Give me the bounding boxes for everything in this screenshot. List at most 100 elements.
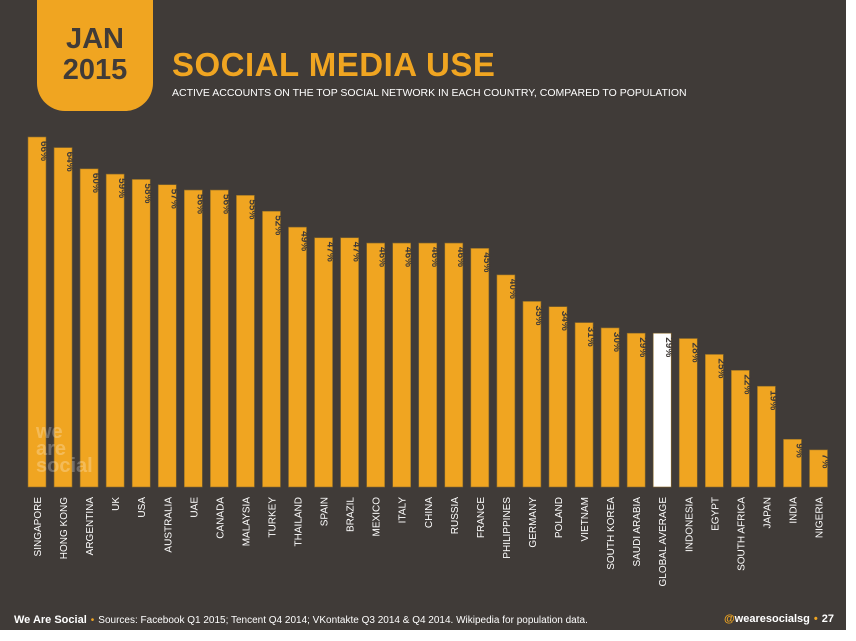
data-label: 19% — [767, 390, 778, 410]
bar-argentina — [79, 168, 99, 488]
data-label: 46% — [377, 247, 388, 267]
footer-sources: We Are Social • Sources: Facebook Q1 2015;… — [14, 614, 588, 626]
data-label: 60% — [90, 173, 101, 193]
category-label: INDIA — [788, 497, 799, 524]
category-label: VIETNAM — [580, 497, 591, 541]
badge-month: JAN — [65, 23, 124, 55]
date-badge: JAN 2015 — [37, 0, 153, 111]
category-label: JAPAN — [762, 497, 773, 529]
bar-indonesia — [678, 338, 698, 488]
footer-handle: @wearesocialsg • 27 — [723, 613, 834, 625]
category-label: ITALY — [398, 497, 409, 524]
bar-malaysia — [236, 195, 255, 488]
category-label: THAILAND — [294, 497, 305, 546]
category-label: INDONESIA — [684, 497, 695, 552]
data-label: 31% — [585, 327, 596, 347]
category-label: SOUTH AFRICA — [736, 497, 747, 571]
page-subtitle: ACTIVE ACCOUNTS ON THE TOP SOCIAL NETWOR… — [172, 87, 687, 99]
category-label: SPAIN — [320, 497, 331, 526]
bar-thailand — [288, 226, 307, 488]
footer-handle-text: wearesocialsg — [734, 613, 810, 625]
footer-sources-text: Sources: Facebook Q1 2015; Tencent Q4 20… — [98, 615, 588, 626]
bar-china — [418, 242, 438, 488]
category-label: SINGAPORE — [33, 497, 44, 557]
data-label: 35% — [533, 305, 544, 325]
data-label: 46% — [403, 247, 414, 267]
category-label: TURKEY — [267, 497, 278, 538]
bar-south-korea — [600, 327, 620, 488]
data-label: 66% — [38, 141, 49, 161]
bar-brazil — [340, 237, 359, 488]
data-label: 9% — [793, 443, 804, 458]
bar-philippines — [496, 274, 516, 488]
bar-turkey — [262, 210, 281, 488]
data-label: 55% — [246, 199, 257, 219]
data-label: 34% — [559, 311, 570, 331]
bar-chart: 66% SINGAPORE 64% HONG KONG 60% ARGENTINA 59% U… — [27, 136, 831, 587]
bar-poland — [548, 306, 568, 488]
category-label: NIGERIA — [815, 497, 826, 538]
bar-uae — [184, 189, 203, 488]
bar-india — [783, 438, 802, 488]
slide: JAN 2015 SOCIAL MEDIA USE ACTIVE ACCOUNT… — [0, 0, 846, 630]
we-are-social-watermark: we are social — [36, 421, 93, 477]
category-label: CANADA — [215, 497, 226, 539]
category-label: USA — [137, 497, 148, 518]
category-label: PHILIPPINES — [502, 497, 513, 559]
category-label: HONG KONG — [59, 497, 70, 559]
data-label: 29% — [637, 337, 648, 357]
category-label: AUSTRALIA — [163, 497, 174, 553]
bar-egypt — [704, 354, 724, 488]
page-number: 27 — [821, 613, 834, 625]
category-label: GERMANY — [528, 497, 539, 548]
category-label: CHINA — [424, 497, 435, 528]
category-label: UK — [111, 497, 122, 511]
category-label: ARGENTINA — [85, 497, 96, 556]
data-label: 47% — [325, 242, 336, 262]
data-label: 40% — [507, 279, 518, 299]
data-label: 22% — [741, 374, 752, 394]
category-label: SOUTH KOREA — [606, 497, 617, 570]
data-label: 46% — [429, 247, 440, 267]
bar-germany — [522, 301, 542, 488]
bar-japan — [757, 385, 776, 488]
data-label: 28% — [689, 343, 700, 363]
category-label: BRAZIL — [346, 497, 357, 532]
category-label: MALAYSIA — [241, 497, 252, 547]
data-label: 29% — [663, 337, 674, 357]
bar-russia — [444, 242, 464, 488]
bar-canada — [210, 189, 229, 488]
data-label: 46% — [455, 247, 466, 267]
footer-brand: We Are Social — [14, 614, 87, 626]
bar-south-africa — [731, 370, 750, 488]
data-label: 25% — [715, 358, 726, 378]
bar-france — [470, 248, 490, 488]
data-label: 49% — [299, 231, 310, 251]
bar-vietnam — [574, 322, 594, 488]
category-label: FRANCE — [476, 497, 487, 538]
data-label: 56% — [220, 194, 231, 214]
category-label: POLAND — [554, 497, 565, 538]
category-label: GLOBAL AVERAGE — [658, 497, 669, 587]
badge-year: 2015 — [62, 54, 128, 86]
bar-spain — [314, 237, 333, 488]
data-label: 30% — [611, 332, 622, 352]
bar-global-average — [652, 332, 672, 488]
page-title: SOCIAL MEDIA USE — [172, 46, 496, 83]
bar-mexico — [366, 242, 385, 488]
category-label: UAE — [189, 497, 200, 518]
bar-saudi-arabia — [626, 332, 646, 488]
bar-hong-kong — [53, 147, 73, 488]
bar-usa — [131, 179, 151, 488]
bar-singapore — [27, 136, 47, 488]
data-label: 59% — [116, 178, 127, 198]
data-label: 45% — [481, 252, 492, 272]
data-label: 58% — [142, 183, 153, 203]
bar-nigeria — [809, 449, 828, 488]
category-label: SAUDI ARABIA — [632, 497, 643, 567]
bar-uk — [105, 173, 125, 488]
data-label: 52% — [272, 215, 283, 235]
data-label: 56% — [194, 194, 205, 214]
data-label: 57% — [168, 189, 179, 209]
data-label: 7% — [820, 454, 831, 469]
